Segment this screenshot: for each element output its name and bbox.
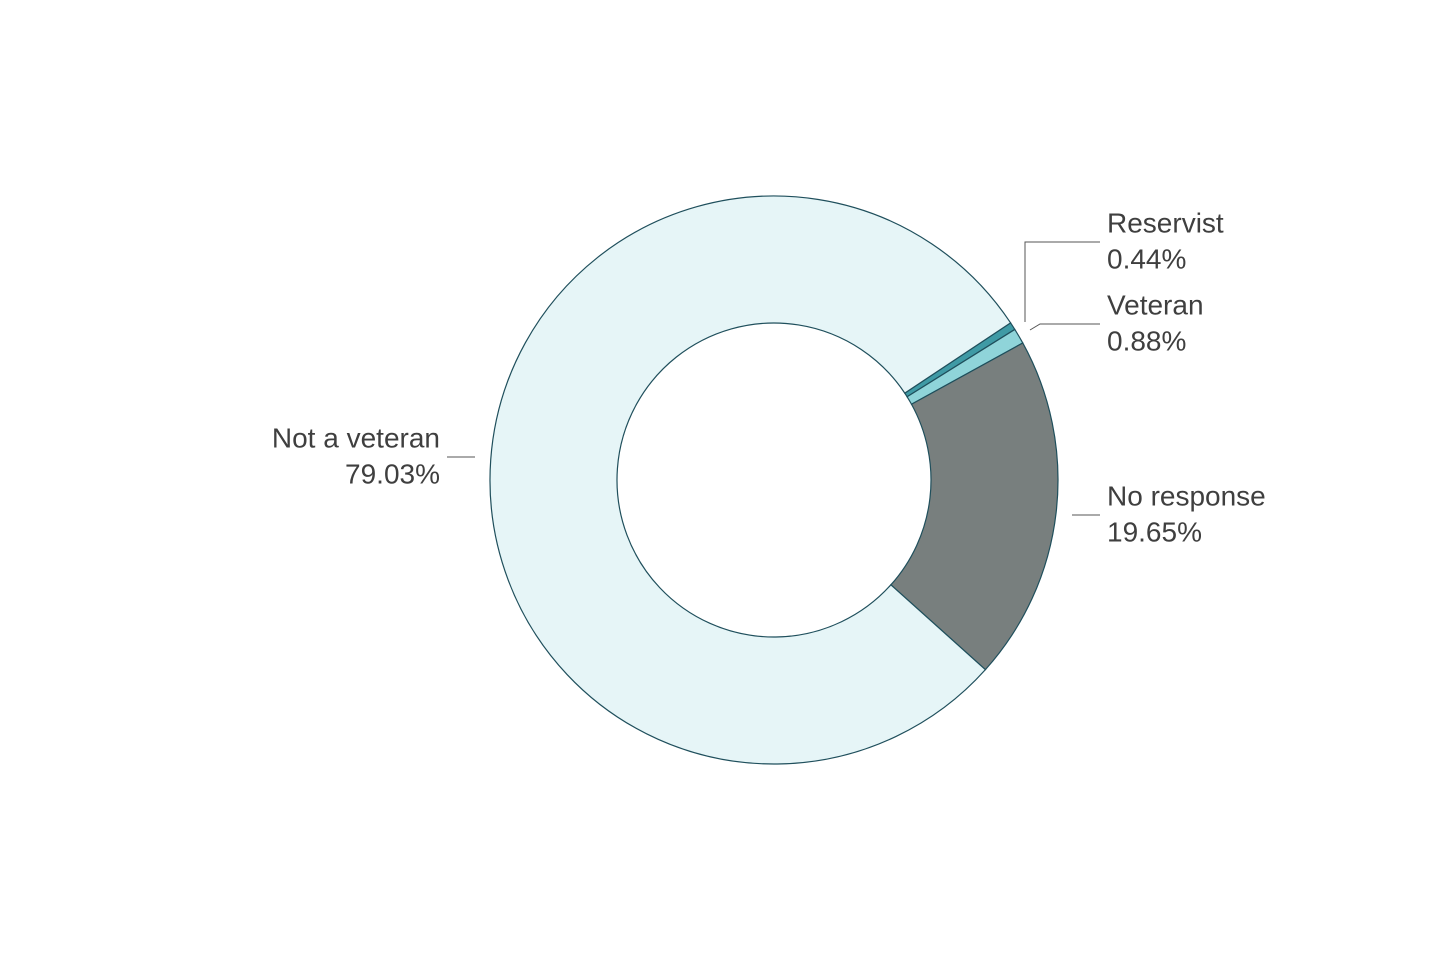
slice-label: Veteran: [1107, 289, 1204, 320]
slice-value-label: 19.65%: [1107, 516, 1202, 547]
donut-slice: [489, 195, 1012, 765]
slice-value-label: 0.88%: [1107, 325, 1186, 356]
slice-label: Reservist: [1107, 207, 1224, 238]
slice-label: Not a veteran: [272, 422, 440, 453]
leader-line: [1024, 241, 1100, 322]
donut-slice: [890, 342, 1059, 671]
slice-value-label: 0.44%: [1107, 243, 1186, 274]
slice-value-label: 79.03%: [345, 458, 440, 489]
slice-label: No response: [1107, 480, 1266, 511]
leader-line: [1029, 323, 1100, 331]
